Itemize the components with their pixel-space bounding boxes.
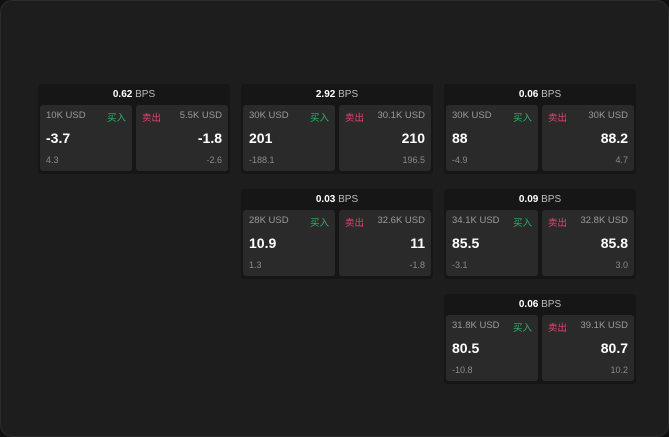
ask-size: 39.1K USD xyxy=(580,320,628,331)
bid-price: 88 xyxy=(452,130,468,146)
spread-header: 0.06 BPS xyxy=(444,294,636,315)
bid-change: -4.9 xyxy=(452,155,468,165)
spread-unit: BPS xyxy=(338,194,359,205)
bid-size: 30K USD xyxy=(452,110,492,121)
spread-header: 2.92 BPS xyxy=(241,84,433,105)
ask-price: 11 xyxy=(410,235,425,251)
bid-price: 201 xyxy=(249,130,273,146)
buy-panel[interactable]: 34.1K USD 买入 85.5 -3.1 xyxy=(446,210,538,276)
ask-price: 210 xyxy=(401,130,425,146)
bid-price: -3.7 xyxy=(46,130,71,146)
ask-size: 32.6K USD xyxy=(377,215,425,226)
buy-panel[interactable]: 30K USD 买入 201 -188.1 xyxy=(243,105,335,171)
quote-card: 0.03 BPS 28K USD 买入 10.9 1.3 卖出 32.6K USD 1… xyxy=(241,189,433,279)
spread-value: 0.62 xyxy=(112,89,133,100)
bid-size: 34.1K USD xyxy=(452,215,500,226)
bid-size: 31.8K USD xyxy=(452,320,500,331)
bid-price: 80.5 xyxy=(452,340,480,356)
buy-panel[interactable]: 10K USD 买入 -3.7 4.3 xyxy=(40,105,132,171)
ask-price: 80.7 xyxy=(600,340,628,356)
buy-label: 买入 xyxy=(309,113,329,124)
ask-price: 88.2 xyxy=(600,130,628,146)
buy-label: 买入 xyxy=(106,113,126,124)
sell-panel[interactable]: 卖出 39.1K USD 80.7 10.2 xyxy=(542,315,634,381)
sell-panel[interactable]: 卖出 30K USD 88.2 4.7 xyxy=(542,105,634,171)
bid-change: 4.3 xyxy=(46,155,59,165)
spread-unit: BPS xyxy=(338,89,359,100)
ask-change: 196.5 xyxy=(402,155,425,165)
ask-change: 10.2 xyxy=(610,365,628,375)
buy-label: 买入 xyxy=(512,323,532,334)
sell-label: 卖出 xyxy=(548,323,568,334)
ask-size: 30.1K USD xyxy=(377,110,425,121)
spread-value: 0.03 xyxy=(315,194,336,205)
sell-label: 卖出 xyxy=(345,113,365,124)
ask-change: -2.6 xyxy=(206,155,222,165)
buy-label: 买入 xyxy=(512,113,532,124)
quote-card: 0.06 BPS 31.8K USD 买入 80.5 -10.8 卖出 39.1K U… xyxy=(444,294,636,384)
ask-size: 30K USD xyxy=(588,110,628,121)
spread-header: 0.03 BPS xyxy=(241,189,433,210)
spread-value: 0.06 xyxy=(518,299,539,310)
spread-header: 0.06 BPS xyxy=(444,84,636,105)
sell-label: 卖出 xyxy=(548,218,568,229)
bid-price: 10.9 xyxy=(249,235,277,251)
spread-unit: BPS xyxy=(541,299,562,310)
spread-header: 0.09 BPS xyxy=(444,189,636,210)
buy-panel[interactable]: 30K USD 买入 88 -4.9 xyxy=(446,105,538,171)
buy-label: 买入 xyxy=(309,218,329,229)
ask-price: 85.8 xyxy=(600,235,628,251)
bid-price: 85.5 xyxy=(452,235,480,251)
sell-label: 卖出 xyxy=(548,113,568,124)
bid-change: -188.1 xyxy=(249,155,275,165)
bid-change: -3.1 xyxy=(452,260,468,270)
quote-card: 0.09 BPS 34.1K USD 买入 85.5 -3.1 卖出 32.8K US… xyxy=(444,189,636,279)
ask-change: -1.8 xyxy=(409,260,425,270)
sell-label: 卖出 xyxy=(142,113,162,124)
ask-size: 5.5K USD xyxy=(179,110,222,121)
ask-price: -1.8 xyxy=(197,130,222,146)
buy-panel[interactable]: 31.8K USD 买入 80.5 -10.8 xyxy=(446,315,538,381)
sell-panel[interactable]: 卖出 32.6K USD 11 -1.8 xyxy=(339,210,431,276)
bid-change: 1.3 xyxy=(249,260,262,270)
spread-unit: BPS xyxy=(541,89,562,100)
ask-size: 32.8K USD xyxy=(580,215,628,226)
spread-unit: BPS xyxy=(541,194,562,205)
bid-change: -10.8 xyxy=(452,365,473,375)
quote-card: 2.92 BPS 30K USD 买入 201 -188.1 卖出 30.1K USD… xyxy=(241,84,433,174)
sell-panel[interactable]: 卖出 5.5K USD -1.8 -2.6 xyxy=(136,105,228,171)
spread-unit: BPS xyxy=(135,89,156,100)
bid-size: 10K USD xyxy=(46,110,86,121)
spread-value: 2.92 xyxy=(315,89,336,100)
bid-size: 28K USD xyxy=(249,215,289,226)
sell-panel[interactable]: 卖出 32.8K USD 85.8 3.0 xyxy=(542,210,634,276)
ask-change: 4.7 xyxy=(615,155,628,165)
bid-size: 30K USD xyxy=(249,110,289,121)
sell-panel[interactable]: 卖出 30.1K USD 210 196.5 xyxy=(339,105,431,171)
quote-card: 0.62 BPS 10K USD 买入 -3.7 4.3 卖出 5.5K USD -1… xyxy=(38,84,230,174)
buy-panel[interactable]: 28K USD 买入 10.9 1.3 xyxy=(243,210,335,276)
buy-label: 买入 xyxy=(512,218,532,229)
spread-value: 0.09 xyxy=(518,194,539,205)
ask-change: 3.0 xyxy=(615,260,628,270)
sell-label: 卖出 xyxy=(345,218,365,229)
quote-card: 0.06 BPS 30K USD 买入 88 -4.9 卖出 30K USD 88.2… xyxy=(444,84,636,174)
spread-header: 0.62 BPS xyxy=(38,84,230,105)
spread-value: 0.06 xyxy=(518,89,539,100)
